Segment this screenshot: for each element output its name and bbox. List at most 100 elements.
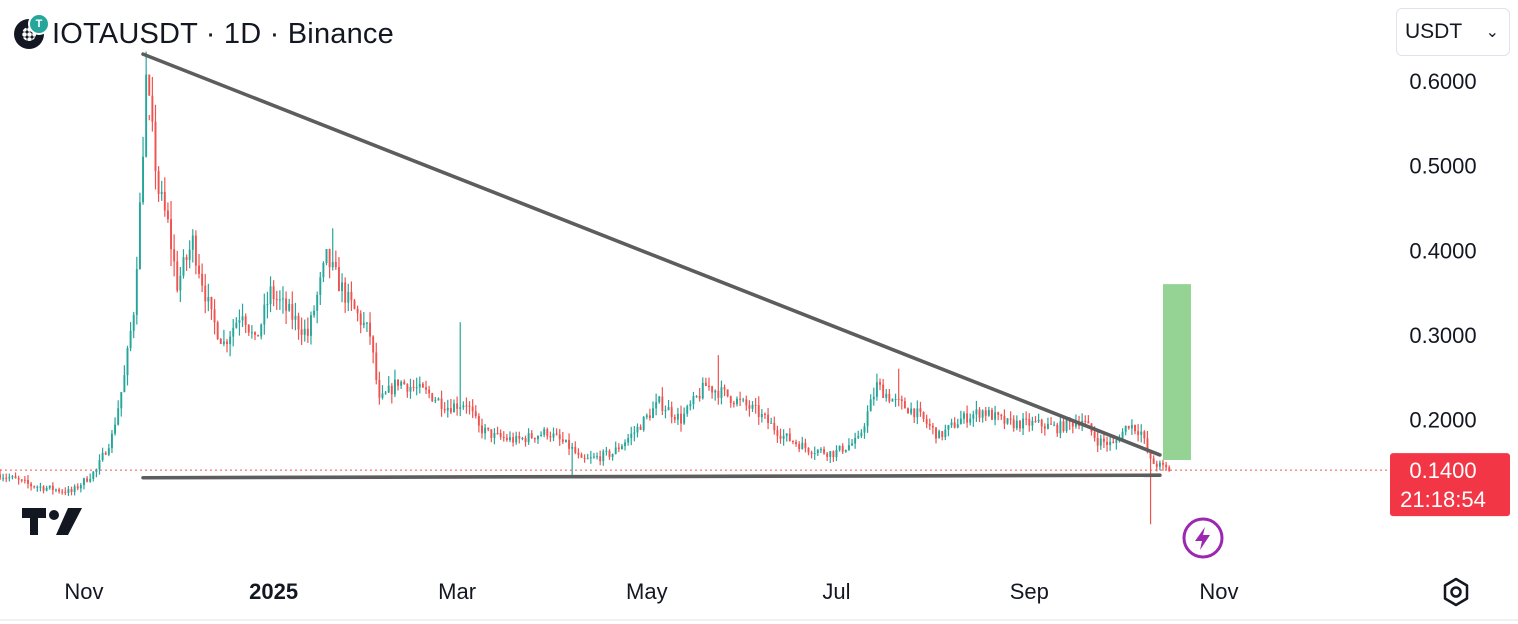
- candle: [465, 397, 468, 414]
- candle-body: [1099, 438, 1102, 446]
- candle-body: [745, 399, 748, 406]
- candle-body: [182, 257, 185, 276]
- candle-body: [266, 303, 269, 305]
- candle-body: [947, 425, 950, 430]
- candle-body: [400, 381, 403, 386]
- candle-body: [505, 437, 508, 440]
- target-box[interactable]: [1162, 284, 1191, 460]
- tradingview-logo-icon[interactable]: [20, 505, 84, 537]
- candles-layer: [0, 51, 1171, 525]
- candle: [412, 379, 415, 392]
- symbol-title[interactable]: IOTAUSDT · 1D · Binance: [52, 17, 394, 50]
- candle-body: [170, 219, 172, 250]
- candle-body: [704, 382, 707, 386]
- candle: [748, 400, 751, 417]
- candle-body: [226, 341, 228, 345]
- currency-select[interactable]: USDT ⌄: [1396, 8, 1510, 56]
- candle: [645, 413, 648, 420]
- candle: [313, 305, 316, 318]
- candle: [819, 447, 822, 454]
- candle: [303, 319, 306, 342]
- candle: [260, 323, 263, 340]
- candle: [708, 377, 710, 391]
- candle: [711, 385, 714, 399]
- candle: [1031, 416, 1034, 431]
- candle-body: [1074, 422, 1077, 427]
- candle: [773, 416, 776, 435]
- gear-icon[interactable]: [1436, 572, 1476, 612]
- drawings-layer[interactable]: [0, 52, 1390, 480]
- candle: [950, 418, 953, 428]
- candle: [1028, 413, 1031, 432]
- candle-body: [552, 433, 555, 438]
- price-axis[interactable]: 0.2000 0.3000 0.4000 0.5000 0.6000: [1409, 69, 1476, 432]
- candle: [938, 429, 941, 439]
- candle-body: [959, 418, 962, 425]
- candle-body: [76, 486, 79, 489]
- candle: [135, 256, 138, 325]
- candle: [673, 414, 676, 424]
- candle: [882, 378, 885, 398]
- candle: [0, 469, 1, 480]
- candle: [216, 320, 219, 340]
- candle: [527, 428, 530, 445]
- candle-body: [443, 408, 446, 411]
- x-tick-label: Mar: [438, 579, 476, 604]
- candle: [1040, 418, 1043, 434]
- candle-body: [493, 433, 496, 438]
- candle: [723, 384, 726, 397]
- candle: [564, 439, 567, 443]
- candle: [27, 475, 29, 489]
- candle: [537, 435, 539, 444]
- candle: [767, 408, 770, 430]
- candle-body: [608, 450, 611, 457]
- candle: [157, 166, 160, 202]
- candle-body: [104, 452, 107, 455]
- candle-body: [938, 431, 941, 439]
- candle-body: [779, 435, 782, 439]
- candle-body: [726, 389, 729, 397]
- candle-body: [154, 121, 157, 172]
- candle: [11, 474, 14, 480]
- candle: [835, 445, 838, 461]
- trendline-upper[interactable]: [141, 52, 1162, 457]
- candle-body: [676, 413, 679, 420]
- candle-body: [313, 310, 316, 316]
- candle-body: [235, 322, 238, 328]
- candle: [14, 472, 17, 479]
- candle: [1149, 450, 1152, 525]
- candle-body: [490, 429, 493, 438]
- candle-body: [384, 392, 387, 394]
- candle-body: [222, 341, 225, 344]
- candle-body: [207, 297, 210, 302]
- candle-body: [540, 434, 543, 436]
- lightning-icon[interactable]: [1180, 516, 1226, 562]
- candle: [235, 317, 238, 329]
- candle-body: [627, 438, 630, 443]
- candle: [941, 430, 944, 441]
- candle: [415, 377, 418, 396]
- time-axis[interactable]: Nov 2025 Mar May Jul Sep Nov: [0, 579, 1518, 621]
- candle-body: [114, 424, 117, 434]
- candle-body: [1000, 414, 1003, 417]
- candle-body: [1056, 424, 1059, 434]
- candle: [1053, 421, 1056, 427]
- candle: [1143, 430, 1146, 444]
- trendline-support[interactable]: [141, 473, 1162, 480]
- candle-body: [1050, 423, 1053, 425]
- candle: [592, 452, 595, 459]
- candle-body: [27, 480, 29, 484]
- candle-body: [79, 485, 82, 489]
- candle: [509, 431, 511, 443]
- candle-body: [838, 445, 841, 450]
- candle: [885, 389, 888, 402]
- candle-body: [658, 396, 661, 403]
- candle: [826, 452, 829, 461]
- candle: [785, 433, 788, 442]
- candle: [334, 250, 337, 270]
- candle-body: [1018, 420, 1021, 429]
- candle-body: [2, 477, 5, 479]
- candle: [434, 396, 437, 404]
- candle-body: [132, 314, 135, 331]
